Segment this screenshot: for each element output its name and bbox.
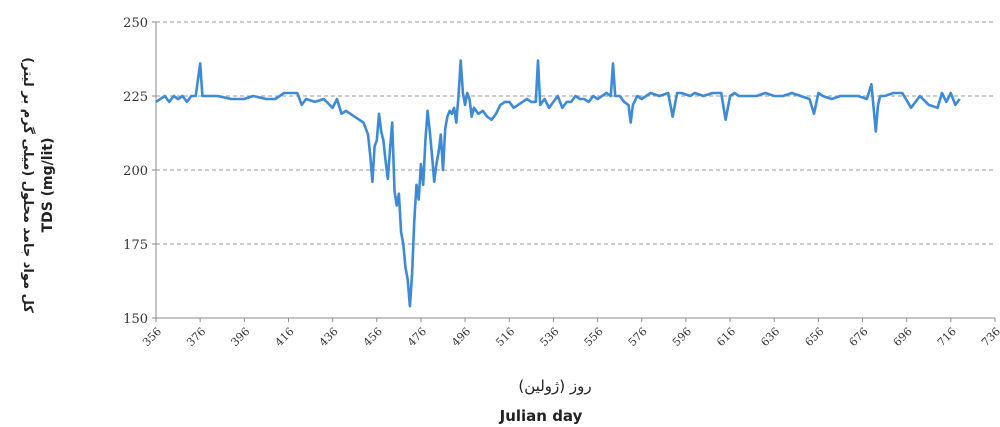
x-tick-label: 656 bbox=[802, 325, 826, 349]
x-tick-label: 396 bbox=[228, 325, 252, 349]
gridlines bbox=[156, 21, 995, 245]
x-axis-label: Julian day bbox=[499, 407, 583, 425]
x-tick-label: 496 bbox=[449, 325, 473, 349]
y-tick-label: 200 bbox=[123, 164, 148, 179]
x-tick-label: 576 bbox=[626, 325, 650, 349]
x-tick-label: 716 bbox=[935, 325, 959, 349]
x-tick-label: 696 bbox=[891, 325, 915, 349]
x-tick-label: 476 bbox=[405, 325, 429, 349]
y-axis-label-persian: کل مواد جامد محلول (میلی گرم بر لیتر) bbox=[20, 57, 36, 313]
axes bbox=[152, 21, 996, 322]
x-tick-label: 456 bbox=[361, 325, 385, 349]
x-tick-label: 556 bbox=[582, 325, 606, 349]
x-tick-label: 736 bbox=[979, 325, 1000, 349]
tds-series-line bbox=[155, 59, 961, 308]
x-tick-label: 356 bbox=[140, 325, 164, 349]
x-tick-label: 436 bbox=[317, 325, 341, 349]
y-tick-label: 225 bbox=[123, 90, 148, 105]
x-axis-label-persian: روز (ژولین) bbox=[518, 377, 591, 395]
y-tick-label: 175 bbox=[123, 238, 148, 253]
x-tick-label: 376 bbox=[184, 325, 208, 349]
x-tick-label: 636 bbox=[758, 325, 782, 349]
y-axis-label: TDS (mg/lit) bbox=[40, 138, 56, 233]
x-tick-labels: 356 376 396 416 436 456 476 496 516 536 556 576 596 6… bbox=[140, 325, 1000, 349]
x-tick-label: 536 bbox=[538, 325, 562, 349]
x-tick-label: 516 bbox=[493, 325, 517, 349]
y-tick-label: 250 bbox=[123, 16, 148, 31]
x-tick-label: 416 bbox=[273, 325, 297, 349]
y-tick-labels: 150 175 200 225 250 bbox=[123, 16, 148, 327]
x-tick-label: 616 bbox=[714, 325, 738, 349]
y-tick-label: 150 bbox=[123, 312, 148, 327]
x-tick-label: 676 bbox=[847, 325, 871, 349]
x-tick-label: 596 bbox=[670, 325, 694, 349]
